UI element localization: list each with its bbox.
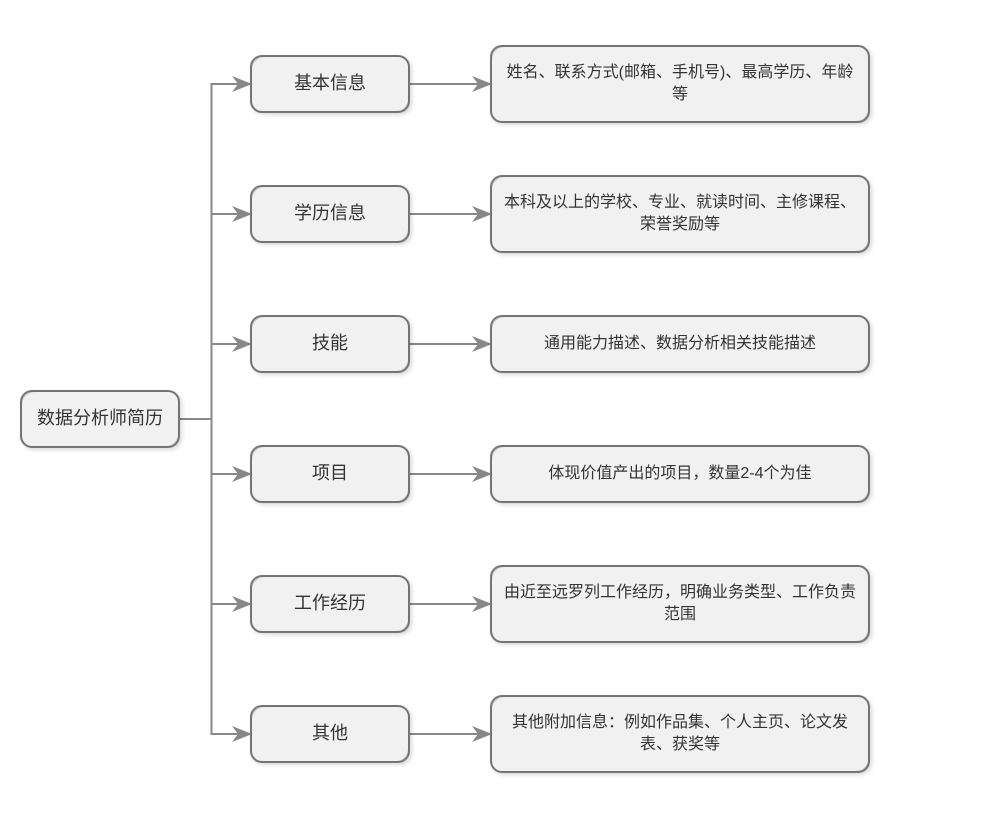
edge-5	[180, 419, 250, 734]
detail-node-5-label: 其他附加信息：例如作品集、个人主页、论文发表、获奖等	[504, 712, 856, 757]
edge-3	[180, 419, 250, 474]
category-node-1-label: 学历信息	[294, 201, 366, 226]
category-node-1: 学历信息	[250, 185, 410, 243]
edge-2	[180, 344, 250, 419]
category-node-5: 其他	[250, 705, 410, 763]
edge-4	[180, 419, 250, 604]
root-node-label: 数据分析师简历	[37, 406, 163, 431]
detail-node-1-label: 本科及以上的学校、专业、就读时间、主修课程、荣誉奖励等	[504, 192, 856, 237]
category-node-2: 技能	[250, 315, 410, 373]
detail-node-5: 其他附加信息：例如作品集、个人主页、论文发表、获奖等	[490, 695, 870, 773]
category-node-3: 项目	[250, 445, 410, 503]
detail-node-0-label: 姓名、联系方式(邮箱、手机号)、最高学历、年龄等	[504, 62, 856, 107]
category-node-4-label: 工作经历	[294, 591, 366, 616]
category-node-0-label: 基本信息	[294, 71, 366, 96]
category-node-3-label: 项目	[312, 461, 348, 486]
edge-0	[180, 84, 250, 419]
detail-node-4-label: 由近至远罗列工作经历，明确业务类型、工作负责范围	[504, 582, 856, 627]
edge-1	[180, 214, 250, 419]
detail-node-0: 姓名、联系方式(邮箱、手机号)、最高学历、年龄等	[490, 45, 870, 123]
detail-node-1: 本科及以上的学校、专业、就读时间、主修课程、荣誉奖励等	[490, 175, 870, 253]
detail-node-3: 体现价值产出的项目，数量2-4个为佳	[490, 445, 870, 503]
detail-node-3-label: 体现价值产出的项目，数量2-4个为佳	[548, 463, 811, 485]
detail-node-2-label: 通用能力描述、数据分析相关技能描述	[544, 333, 816, 355]
detail-node-2: 通用能力描述、数据分析相关技能描述	[490, 315, 870, 373]
category-node-5-label: 其他	[312, 721, 348, 746]
category-node-4: 工作经历	[250, 575, 410, 633]
detail-node-4: 由近至远罗列工作经历，明确业务类型、工作负责范围	[490, 565, 870, 643]
root-node: 数据分析师简历	[20, 390, 180, 448]
category-node-2-label: 技能	[312, 331, 348, 356]
category-node-0: 基本信息	[250, 55, 410, 113]
